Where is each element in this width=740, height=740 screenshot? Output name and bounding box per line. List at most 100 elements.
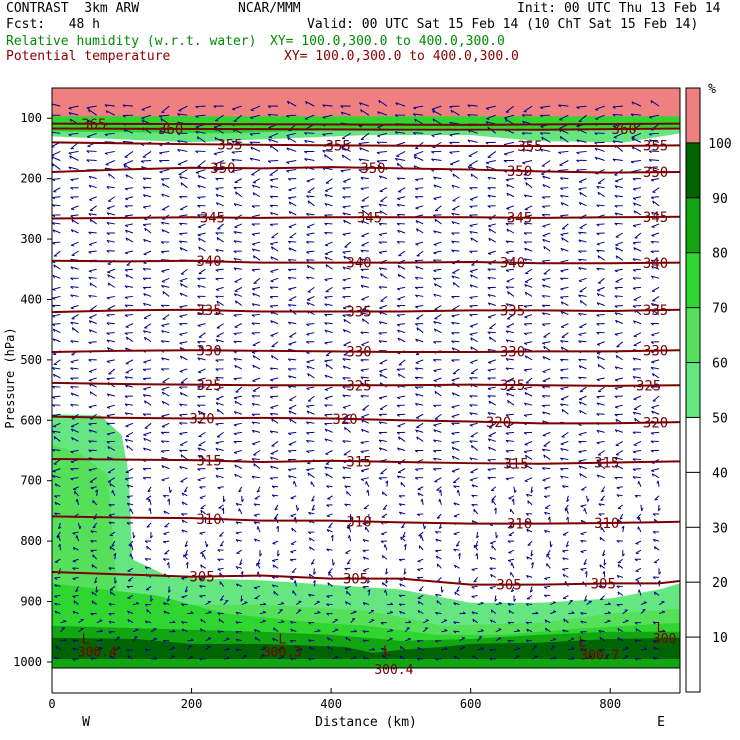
wind-arrow [271, 232, 279, 239]
wind-arrow [578, 239, 587, 243]
wind-arrow [308, 639, 315, 643]
wind-arrow [416, 250, 424, 257]
wind-arrow [198, 246, 206, 252]
wind-arrow [416, 639, 424, 643]
wind-arrow [344, 485, 351, 489]
wind-arrow [325, 363, 333, 370]
wind-arrow [649, 114, 660, 119]
wind-arrow [322, 150, 333, 153]
wind-arrow [469, 250, 478, 254]
wind-arrow [580, 539, 587, 543]
wind-arrow [523, 105, 533, 113]
wind-arrow [221, 507, 225, 514]
wind-arrow [416, 576, 424, 580]
wind-arrow [217, 549, 224, 552]
wind-arrow [161, 413, 170, 418]
wind-arrow [197, 410, 206, 415]
wind-arrow [386, 628, 393, 633]
wind-arrow [124, 403, 134, 407]
wind-arrow [161, 465, 170, 470]
wind-arrow [488, 228, 497, 234]
wind-arrow [142, 151, 152, 158]
wind-arrow [310, 558, 315, 565]
wind-arrow [215, 268, 224, 272]
wind-arrow [580, 567, 587, 571]
wind-arrow [216, 431, 224, 438]
wind-arrow [195, 130, 206, 134]
wind-arrow [434, 413, 442, 420]
wind-arrow [543, 594, 551, 598]
wind-arrow [161, 205, 170, 211]
wind-arrow [541, 205, 551, 209]
wind-arrow [267, 113, 279, 117]
wind-arrow [506, 377, 515, 383]
wind-arrow [640, 601, 647, 606]
wind-arrow [289, 232, 297, 239]
wind-arrow [75, 498, 80, 505]
wind-arrow [414, 277, 424, 280]
theta-contour-label: 310 [507, 517, 532, 533]
wind-arrow [619, 513, 624, 520]
colorbar-band [686, 252, 700, 308]
wind-arrow [215, 402, 224, 406]
wind-arrow [167, 498, 170, 505]
wind-arrow [71, 327, 79, 334]
wind-arrow [602, 550, 606, 557]
wind-arrow [304, 132, 315, 135]
wind-arrow [259, 610, 266, 615]
wind-arrow [541, 448, 551, 452]
wind-arrow [161, 277, 170, 283]
wind-arrow [233, 431, 242, 436]
wind-arrow [449, 132, 460, 137]
wind-arrow [253, 277, 261, 284]
wind-arrow [179, 341, 188, 345]
wind-arrow [308, 511, 315, 515]
wind-arrow [547, 516, 551, 524]
wind-arrow [252, 386, 261, 392]
wind-arrow [328, 567, 333, 574]
wind-arrow [434, 314, 442, 320]
wind-arrow [343, 255, 351, 261]
wind-arrow [127, 595, 134, 600]
wind-arrow [453, 602, 460, 606]
wind-arrow [394, 157, 406, 161]
wind-arrow [107, 282, 116, 288]
wind-arrow [90, 612, 97, 616]
wind-arrow [633, 395, 642, 401]
wind-arrow [325, 178, 333, 184]
wind-arrow [614, 457, 623, 461]
theta-contour-label: 315 [346, 454, 371, 470]
wind-arrow [168, 586, 171, 593]
wind-arrow [399, 645, 406, 651]
wind-arrow [433, 341, 442, 344]
wind-arrow [417, 492, 424, 497]
wind-arrow [251, 402, 261, 406]
theta-contour-label: 330 [500, 345, 525, 361]
wind-arrow [540, 105, 551, 110]
wind-arrow [341, 154, 351, 161]
wind-arrow [70, 229, 79, 234]
wind-arrow [525, 268, 533, 275]
wind-arrow [452, 477, 460, 484]
wind-arrow [360, 132, 370, 140]
wind-arrow [523, 413, 533, 418]
wind-arrow [596, 356, 605, 361]
wind-arrow [544, 511, 551, 515]
wind-arrow [506, 323, 515, 328]
wind-arrow [88, 184, 97, 189]
colorbar-tick-label: 60 [712, 357, 728, 372]
wind-arrow [487, 223, 496, 228]
wind-arrow [560, 177, 569, 181]
wind-arrow [652, 200, 660, 207]
wind-arrow [72, 595, 79, 599]
wind-arrow [449, 105, 460, 109]
wind-arrow [433, 377, 442, 382]
wind-arrow [598, 649, 605, 652]
wind-arrow [143, 302, 152, 306]
wind-arrow [106, 322, 115, 326]
wind-arrow [253, 628, 261, 633]
wind-arrow [270, 211, 279, 216]
wind-arrow [342, 305, 351, 310]
wind-arrow [397, 264, 406, 270]
wind-arrow [651, 211, 660, 216]
